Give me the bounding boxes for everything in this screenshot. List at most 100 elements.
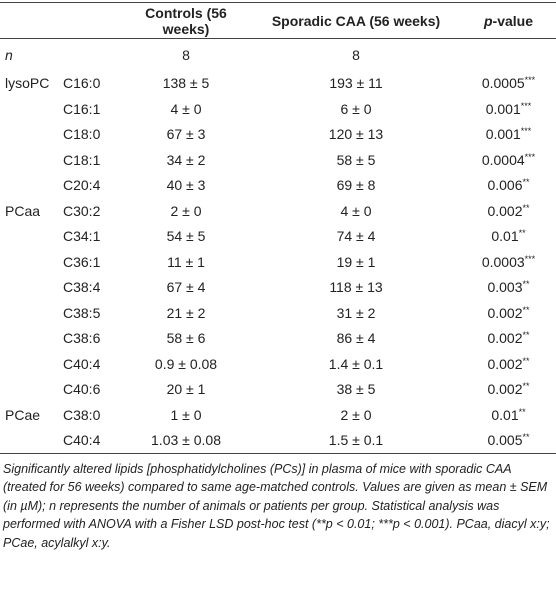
significance: ** [522, 202, 530, 213]
cell [0, 147, 63, 173]
data-row: C38:4 67 ± 4 118 ± 13 0.003** [0, 275, 556, 301]
header-row: Controls (56 weeks) Sporadic CAA (56 wee… [0, 2, 556, 39]
cell: 34 ± 2 [166, 151, 206, 168]
lipid-label: C40:4 [63, 355, 101, 372]
data-row: PCaa C30:2 2 ± 0 4 ± 0 0.002** [0, 198, 556, 224]
cell: 74 ± 4 [336, 228, 376, 245]
group-label: PCaa [5, 202, 41, 219]
lipid-label: C40:4 [63, 432, 101, 448]
cell: 138 ± 5 [162, 75, 210, 92]
p-value: 0.005 [487, 432, 523, 448]
cell: 1.03 ± 0.08 [151, 432, 221, 448]
p-value: 0.0005 [481, 75, 525, 92]
cell [0, 300, 63, 326]
cell: 8 [352, 46, 360, 63]
lipid-label: C18:0 [63, 126, 101, 143]
cell: 118 ± 13 [329, 279, 383, 296]
group-label: PCae [5, 406, 41, 423]
cell: 21 ± 2 [166, 304, 206, 321]
p-value-cell: 0.0004*** [461, 147, 556, 173]
p-value: 0.001 [485, 126, 521, 143]
lipid-label: C38:0 [63, 406, 101, 423]
cell [0, 173, 63, 199]
p-value: 0.003 [487, 279, 523, 296]
data-row: lysoPC C16:0 138 ± 5 193 ± 11 0.0005*** [0, 71, 556, 97]
p-value: 0.002 [487, 202, 523, 219]
cell: 1 ± 0 [170, 406, 202, 423]
header-cell: Controls (56 weeks) [145, 4, 227, 37]
p-value-cell: 0.0005*** [461, 71, 556, 97]
cell [0, 275, 63, 301]
cell: 6 ± 0 [340, 100, 372, 117]
data-row: C40:6 20 ± 1 38 ± 5 0.002** [0, 377, 556, 403]
lipid-label: C36:1 [63, 253, 101, 270]
n-row: n 8 8 [0, 39, 556, 71]
cell: 69 ± 8 [336, 177, 376, 194]
p-value-cell: 0.0003*** [461, 249, 556, 275]
significance: *** [524, 253, 536, 264]
significance: ** [518, 228, 526, 239]
p-value: 0.002 [487, 381, 523, 398]
data-row: C36:1 11 ± 1 19 ± 1 0.0003*** [0, 249, 556, 275]
p-value: 0.01 [491, 228, 519, 245]
lipid-label: C38:4 [63, 279, 101, 296]
lipid-label: C34:1 [63, 228, 101, 245]
data-row: C20:4 40 ± 3 69 ± 8 0.006** [0, 173, 556, 199]
cell: 120 ± 13 [328, 126, 384, 143]
significance: *** [524, 75, 536, 86]
p-value: 0.002 [487, 304, 523, 321]
cell [0, 428, 63, 454]
cell: 40 ± 3 [166, 177, 206, 194]
data-row: C40:4 1.03 ± 0.08 1.5 ± 0.1 0.005** [0, 428, 556, 454]
p-value: 0.002 [487, 355, 523, 372]
p-value-cell: 0.001*** [461, 122, 556, 148]
cell [0, 249, 63, 275]
significance: *** [524, 151, 536, 162]
cell: 4 ± 0 [340, 202, 372, 219]
p-value-cell: 0.01** [461, 224, 556, 250]
lipid-label: C38:6 [63, 330, 101, 347]
data-row: C18:1 34 ± 2 58 ± 5 0.0004*** [0, 147, 556, 173]
significance: *** [520, 100, 532, 111]
data-row: C38:5 21 ± 2 31 ± 2 0.002** [0, 300, 556, 326]
cell: 58 ± 6 [166, 330, 206, 347]
data-row: C18:0 67 ± 3 120 ± 13 0.001*** [0, 122, 556, 148]
cell: 86 ± 4 [336, 330, 376, 347]
significance: ** [522, 330, 530, 341]
significance: ** [522, 355, 530, 366]
p-value: 0.002 [487, 330, 523, 347]
significance: ** [518, 406, 526, 417]
caption: Significantly altered lipids [phosphatid… [3, 461, 550, 550]
cell [0, 351, 63, 377]
data-row: C16:1 4 ± 0 6 ± 0 0.001*** [0, 96, 556, 122]
cell [0, 377, 63, 403]
cell: 31 ± 2 [336, 304, 376, 321]
significance: ** [522, 432, 530, 442]
lipid-label: C40:6 [63, 381, 101, 398]
p-value-cell: 0.003** [461, 275, 556, 301]
p-value-cell: 0.002** [461, 300, 556, 326]
significance: ** [522, 304, 530, 315]
header-cell: Sporadic CAA (56 weeks) [271, 12, 441, 29]
header-cell: p-value [461, 3, 556, 39]
n-label: n [5, 46, 13, 63]
cell: 193 ± 11 [329, 75, 383, 92]
cell [0, 224, 63, 250]
cell: 38 ± 5 [336, 381, 376, 398]
p-value-cell: 0.005** [461, 428, 556, 454]
cell: 11 ± 1 [167, 253, 205, 270]
significance: *** [520, 126, 532, 137]
p-value-cell: 0.006** [461, 173, 556, 199]
p-value: 0.001 [485, 100, 521, 117]
row-label: n [0, 39, 63, 71]
p-value-cell: 0.002** [461, 198, 556, 224]
lipid-label: C38:5 [63, 304, 101, 321]
p-value: 0.0004 [481, 151, 525, 168]
data-row: C34:1 54 ± 5 74 ± 4 0.01** [0, 224, 556, 250]
header-text: -value [492, 12, 534, 29]
p-value: 0.0003 [481, 253, 525, 270]
cell: 54 ± 5 [166, 228, 206, 245]
cell: 20 ± 1 [166, 381, 206, 398]
cell: 67 ± 3 [166, 126, 206, 143]
